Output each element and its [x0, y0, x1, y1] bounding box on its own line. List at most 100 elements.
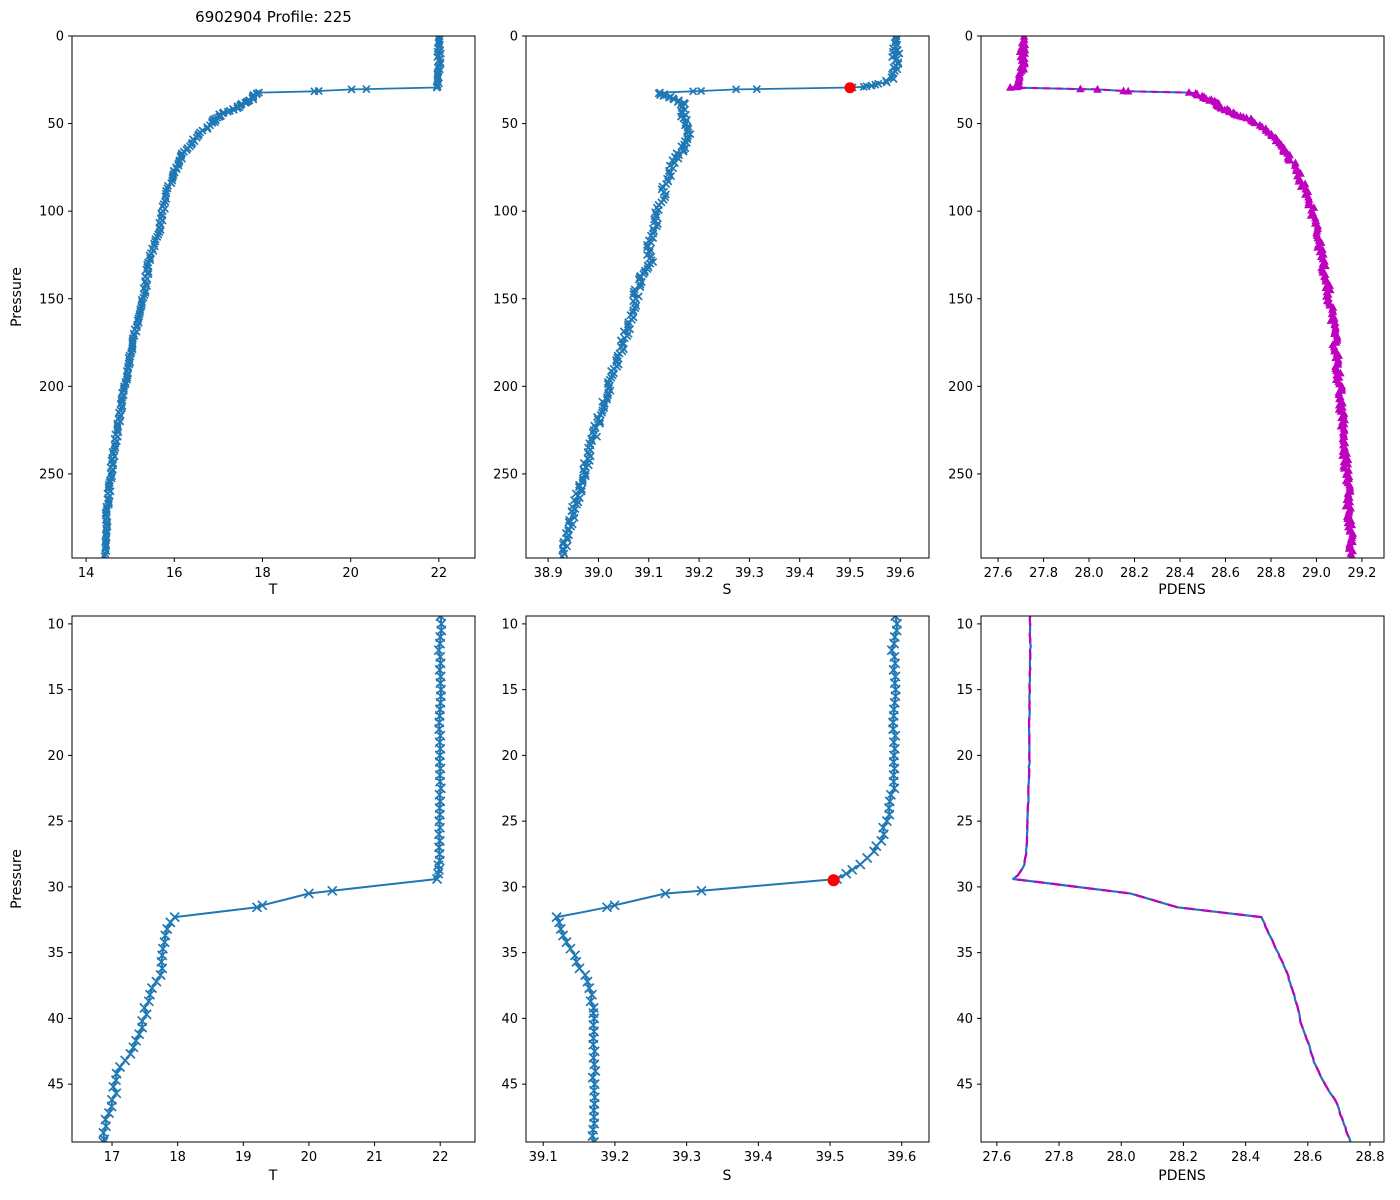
x-tick-label: 28.4	[1166, 566, 1195, 581]
x-tick-label: 17	[104, 1150, 121, 1165]
xlabel-pdens-full: PDENS	[1158, 582, 1206, 598]
y-tick-label: 45	[501, 1078, 518, 1093]
x-tick-label: 14	[78, 566, 95, 581]
y-tick-label: 35	[501, 946, 518, 961]
x-tick-label: 29.0	[1302, 566, 1331, 581]
x-tick-label: 28.6	[1211, 566, 1240, 581]
x-tick-label: 27.8	[1045, 1150, 1074, 1165]
xlabel-t-full: T	[268, 582, 278, 598]
x-tick-label: 39.6	[887, 1150, 916, 1165]
y-tick-label: 35	[47, 946, 64, 961]
y-tick-label: 50	[47, 117, 64, 132]
y-tick-label: 250	[948, 467, 973, 482]
x-tick-label: 22	[432, 1150, 449, 1165]
xlabel-t-zoom: T	[268, 1168, 278, 1184]
x-tick-label: 39.1	[529, 1150, 558, 1165]
y-tick-label: 10	[501, 617, 518, 632]
x-tick-label: 28.0	[1107, 1150, 1136, 1165]
y-tick-label: 35	[956, 946, 973, 961]
x-tick-label: 38.9	[534, 566, 563, 581]
figure-title: 6902904 Profile: 225	[195, 8, 352, 26]
x-tick-label: 39.3	[672, 1150, 701, 1165]
y-tick-label: 45	[956, 1078, 973, 1093]
y-tick-label: 15	[956, 683, 973, 698]
x-tick-label: 18	[254, 566, 271, 581]
xlabel-pdens-zoom: PDENS	[1158, 1168, 1206, 1184]
y-tick-label: 10	[956, 617, 973, 632]
x-tick-label: 28.8	[1356, 1150, 1385, 1165]
y-tick-label: 150	[493, 292, 518, 307]
y-tick-label: 40	[47, 1012, 64, 1027]
y-tick-label: 15	[501, 683, 518, 698]
y-tick-label: 150	[39, 292, 64, 307]
x-tick-label: 20	[342, 566, 359, 581]
y-tick-label: 30	[956, 880, 973, 895]
y-tick-label: 250	[493, 467, 518, 482]
subplot-s-zoom: 39.1 39.2 39.3 39.4 39.5 39.6 10 15 20 25 30 35 40 45	[501, 615, 930, 1165]
y-tick-label: 10	[47, 617, 64, 632]
y-tick-label: 20	[47, 749, 64, 764]
x-tick-label: 39.6	[886, 566, 915, 581]
subplot-t-zoom: 17 18 19 20 21 22 10 15 20 25 30 35 40 45	[47, 615, 476, 1165]
y-tick-label: 25	[47, 815, 64, 830]
x-tick-label: 20	[301, 1150, 318, 1165]
x-tick-label: 28.0	[1075, 566, 1104, 581]
xlabel-s-zoom: S	[722, 1168, 732, 1184]
y-tick-label: 0	[965, 30, 973, 45]
axes-frame	[525, 615, 930, 1143]
x-tick-label: 16	[166, 566, 183, 581]
x-tick-label: 39.1	[634, 566, 663, 581]
x-tick-label: 27.6	[984, 566, 1013, 581]
x-tick-label: 39.4	[785, 566, 814, 581]
y-tick-label: 200	[493, 380, 518, 395]
y-tick-label: 40	[956, 1012, 973, 1027]
subplot-pdens-zoom: 27.6 27.8 28.0 28.2 28.4 28.6 28.8 10 15 20 25 30 35…	[956, 615, 1385, 1165]
x-tick-label: 28.2	[1169, 1150, 1198, 1165]
x-tick-label: 39.5	[836, 566, 865, 581]
ylabel-pressure-top: Pressure	[9, 267, 25, 327]
y-tick-label: 30	[501, 880, 518, 895]
y-tick-label: 200	[39, 380, 64, 395]
x-tick-label: 29.2	[1347, 566, 1376, 581]
subplot-pdens-full: 27.6 27.8 28.0 28.2 28.4 28.6 28.8 29.0 29.2 0 50 1…	[948, 30, 1385, 581]
y-tick-label: 25	[956, 815, 973, 830]
xlabel-s-full: S	[722, 582, 732, 598]
y-tick-label: 40	[501, 1012, 518, 1027]
y-tick-label: 45	[47, 1078, 64, 1093]
axes-frame	[525, 35, 930, 559]
x-tick-label: 39.2	[685, 566, 714, 581]
y-tick-label: 150	[948, 292, 973, 307]
y-tick-label: 50	[956, 117, 973, 132]
y-tick-label: 100	[39, 205, 64, 220]
y-tick-label: 0	[56, 30, 64, 45]
x-tick-label: 39.4	[744, 1150, 773, 1165]
x-tick-label: 19	[235, 1150, 252, 1165]
x-tick-label: 21	[366, 1150, 383, 1165]
x-tick-label: 27.8	[1029, 566, 1058, 581]
x-tick-label: 39.0	[584, 566, 613, 581]
y-tick-label: 20	[501, 749, 518, 764]
x-tick-label: 28.4	[1231, 1150, 1260, 1165]
axes-frame	[71, 615, 476, 1143]
axes-frame	[980, 615, 1385, 1143]
y-tick-label: 25	[501, 815, 518, 830]
y-tick-label: 0	[510, 30, 518, 45]
x-tick-label: 22	[431, 566, 448, 581]
x-tick-label: 39.5	[816, 1150, 845, 1165]
y-tick-label: 15	[47, 683, 64, 698]
axes-frame	[71, 35, 476, 559]
y-tick-label: 100	[493, 205, 518, 220]
ylabel-pressure-bottom: Pressure	[9, 849, 25, 909]
axes-frame	[980, 35, 1385, 559]
series-pdens-overlay-zoom	[1012, 616, 1352, 1142]
x-tick-label: 39.3	[735, 566, 764, 581]
y-tick-label: 30	[47, 880, 64, 895]
subplot-s-full: 38.9 39.0 39.1 39.2 39.3 39.4 39.5 39.6 0 50 100 15…	[493, 30, 930, 581]
y-tick-label: 100	[948, 205, 973, 220]
subplot-t-full: 14 16 18 20 22 0 50 100 150 200 250	[39, 30, 476, 581]
y-tick-label: 200	[948, 380, 973, 395]
y-tick-label: 50	[501, 117, 518, 132]
markers-highlighted-sample	[844, 82, 856, 94]
